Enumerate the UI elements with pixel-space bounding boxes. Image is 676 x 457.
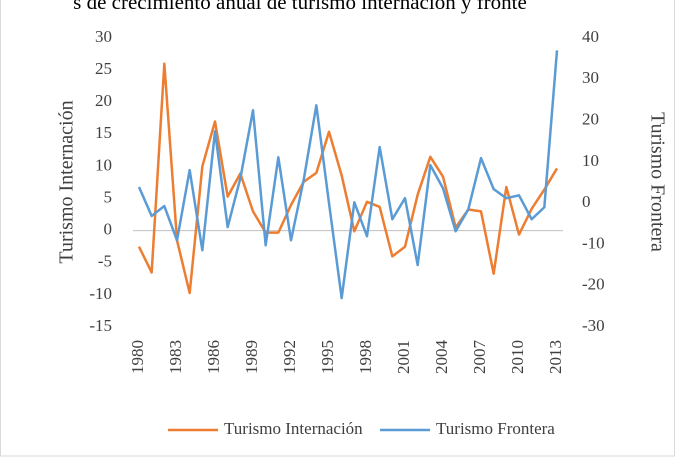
x-tick-label: 1986: [204, 340, 223, 374]
y2-tick-label: 30: [582, 68, 599, 87]
y-tick-label: 10: [95, 155, 112, 174]
legend-label: Turismo Internación: [224, 419, 363, 438]
y-axis-title: Turismo Internación: [56, 100, 78, 263]
y-tick-label: 30: [95, 27, 112, 46]
y2-tick-label: 0: [582, 192, 591, 211]
x-tick-label: 1989: [242, 340, 261, 374]
x-tick-label: 1995: [318, 340, 337, 374]
chart-title: s de crecimiento anual de turismo intern…: [73, 0, 527, 14]
y-tick-label: -5: [98, 252, 112, 271]
series-line: [137, 62, 559, 295]
y2-tick-label: -10: [582, 233, 605, 252]
legend-label: Turismo Frontera: [436, 419, 555, 438]
y-tick-label: 25: [95, 59, 112, 78]
x-tick-label: 2013: [546, 340, 565, 374]
y-tick-label: -10: [89, 284, 112, 303]
x-tick-label: 1992: [280, 340, 299, 374]
x-tick-label: 2001: [394, 340, 413, 374]
y2-tick-label: 20: [582, 109, 599, 128]
y-tick-label: 15: [95, 123, 112, 142]
y-tick-label: 5: [104, 187, 113, 206]
x-tick-label: 2007: [470, 340, 489, 375]
y2-tick-label: 40: [582, 27, 599, 46]
y-tick-label: -15: [89, 316, 112, 335]
y2-axis-title: Turismo Frontera: [646, 112, 668, 252]
y2-tick-label: 10: [582, 151, 599, 170]
x-tick-label: 2004: [432, 340, 451, 375]
y-tick-label: 20: [95, 91, 112, 110]
x-tick-label: 2010: [508, 340, 527, 374]
x-tick-label: 1983: [166, 340, 185, 374]
y2-tick-label: -30: [582, 316, 605, 335]
x-tick-label: 1980: [128, 340, 147, 374]
x-tick-label: 1998: [356, 340, 375, 374]
y2-tick-label: -20: [582, 275, 605, 294]
series-line: [137, 50, 559, 300]
y-tick-label: 0: [104, 220, 113, 239]
